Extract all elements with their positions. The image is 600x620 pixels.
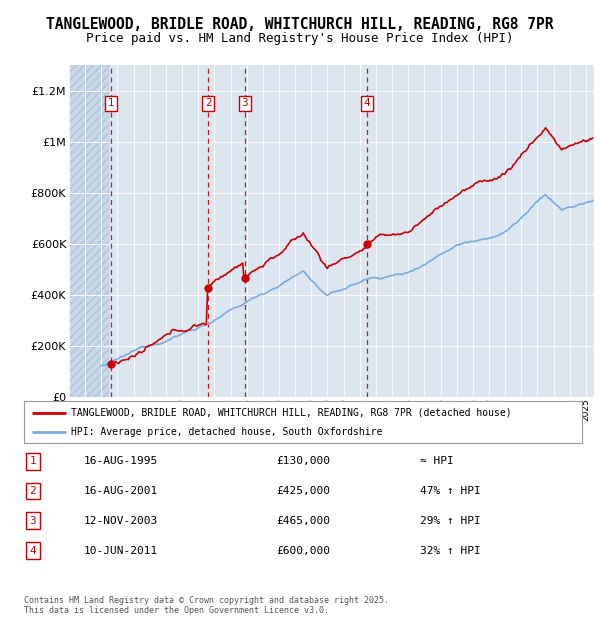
Text: £425,000: £425,000 [276, 486, 330, 496]
Text: 4: 4 [29, 546, 37, 556]
Text: 29% ↑ HPI: 29% ↑ HPI [420, 516, 481, 526]
Text: HPI: Average price, detached house, South Oxfordshire: HPI: Average price, detached house, Sout… [71, 427, 383, 437]
Bar [69, 65, 109, 397]
Text: 2: 2 [205, 98, 212, 108]
Text: 4: 4 [364, 98, 370, 108]
Text: 32% ↑ HPI: 32% ↑ HPI [420, 546, 481, 556]
Text: 1: 1 [108, 98, 115, 108]
Text: TANGLEWOOD, BRIDLE ROAD, WHITCHURCH HILL, READING, RG8 7PR (detached house): TANGLEWOOD, BRIDLE ROAD, WHITCHURCH HILL… [71, 407, 512, 417]
Text: £465,000: £465,000 [276, 516, 330, 526]
Text: 16-AUG-2001: 16-AUG-2001 [84, 486, 158, 496]
Text: ≈ HPI: ≈ HPI [420, 456, 454, 466]
Text: 16-AUG-1995: 16-AUG-1995 [84, 456, 158, 466]
Text: 1: 1 [29, 456, 37, 466]
Text: 2: 2 [29, 486, 37, 496]
Text: 3: 3 [29, 516, 37, 526]
Text: 12-NOV-2003: 12-NOV-2003 [84, 516, 158, 526]
Text: Price paid vs. HM Land Registry's House Price Index (HPI): Price paid vs. HM Land Registry's House … [86, 32, 514, 45]
Text: Contains HM Land Registry data © Crown copyright and database right 2025.
This d: Contains HM Land Registry data © Crown c… [24, 596, 389, 615]
Text: 10-JUN-2011: 10-JUN-2011 [84, 546, 158, 556]
Text: £600,000: £600,000 [276, 546, 330, 556]
Text: £130,000: £130,000 [276, 456, 330, 466]
Text: 47% ↑ HPI: 47% ↑ HPI [420, 486, 481, 496]
Text: TANGLEWOOD, BRIDLE ROAD, WHITCHURCH HILL, READING, RG8 7PR: TANGLEWOOD, BRIDLE ROAD, WHITCHURCH HILL… [46, 17, 554, 32]
Text: 3: 3 [241, 98, 248, 108]
